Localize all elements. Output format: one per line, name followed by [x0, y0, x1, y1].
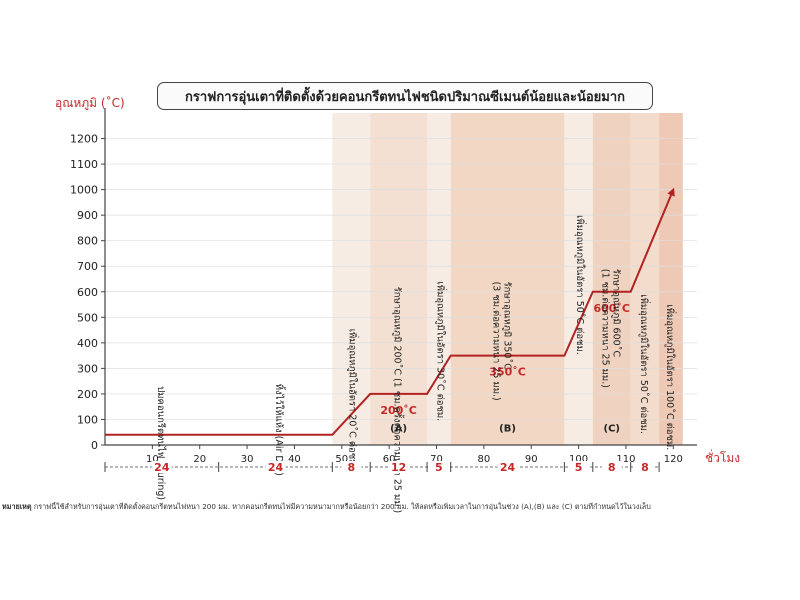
stage-annotation-text: รักษาอุณหภูมิ 350˚C — [501, 282, 512, 371]
y-tick-label: 400 — [77, 337, 98, 350]
stage-annotation-text: ทิ้งไว้ให้แห้ง (Air Dry) — [273, 384, 286, 476]
footnote-text: กราฟนี้ใช้สำหรับการอุ่นเตาที่ติดตั้งคอนก… — [31, 502, 651, 511]
y-tick-label: 1200 — [70, 133, 98, 146]
duration-label: 24 — [154, 461, 170, 474]
x-tick-label: 80 — [478, 454, 491, 465]
y-tick-label: 0 — [91, 439, 98, 452]
y-tick-label: 300 — [77, 362, 98, 375]
y-tick-label: 1000 — [70, 184, 98, 197]
duration-label: 8 — [347, 461, 355, 474]
duration-label: 5 — [575, 461, 583, 474]
stage-annotation: ปมคอนกรีตทนไฟ (Curing) — [155, 386, 167, 500]
y-tick-label: 200 — [77, 388, 98, 401]
duration-label-bg — [601, 461, 622, 473]
duration-label: 12 — [391, 461, 406, 474]
footnote: หมายเหตุ กราฟนี้ใช้สำหรับการอุ่นเตาที่ติ… — [2, 502, 798, 513]
x-tick-label: 20 — [193, 454, 206, 465]
y-tick-label: 100 — [77, 413, 98, 426]
stage-annotation-text: เพิ่มอุณหภูมิในอัตรา 100˚C ต่อชม. — [664, 305, 677, 451]
phase-band — [370, 113, 428, 445]
hold-temperature-label: 350˚C — [489, 366, 526, 379]
stage-annotation-text: รักษาอุณหภูมิ 200˚C (1 ชม.ครั้งต่อความหน… — [392, 287, 405, 514]
section-label: (C) — [604, 423, 620, 434]
duration-label: 8 — [608, 461, 616, 474]
hold-temperature-label: 200˚C — [380, 404, 417, 417]
stage-annotation: รักษาอุณหภูมิ 600˚C(1 ชม.ต่อความหนา 25 ม… — [599, 269, 621, 388]
chart-title: กราฟการอุ่นเตาที่ติดตั้งด้วยคอนกรีตทนไฟช… — [157, 82, 653, 110]
duration-label: 5 — [435, 461, 443, 474]
section-label: (B) — [499, 423, 516, 434]
footnote-prefix: หมายเหตุ — [2, 502, 32, 511]
duration-label-bg — [388, 461, 409, 473]
stage-annotation-text: (1 ชม.ต่อความหนา 25 มม.) — [599, 269, 610, 388]
duration-label-bg — [429, 461, 449, 473]
stage-annotation: เพิ่มอุณหภูมิในอัตรา 30˚C ต่อชม. — [434, 282, 447, 422]
x-tick-label: 40 — [288, 454, 301, 465]
stage-annotation: ทิ้งไว้ให้แห้ง (Air Dry) — [273, 384, 286, 476]
stage-annotation-text: (3 ชม.ต่อความหนา 25 มม.) — [490, 282, 501, 401]
x-tick-label: 120 — [664, 454, 683, 465]
stage-annotation-text: รักษาอุณหภูมิ 600˚C — [610, 269, 621, 358]
stage-annotation: เพิ่มอุณหภูมิในอัตรา 50˚C ต่อชม. — [574, 215, 587, 355]
stage-annotation-text: ปมคอนกรีตทนไฟ (Curing) — [155, 386, 167, 500]
x-tick-label: 110 — [616, 454, 635, 465]
temperature-line — [105, 187, 675, 436]
stage-annotation-text: เพิ่มอุณหภูมิในอัตรา 50˚C ต่อชม. — [638, 294, 651, 434]
y-tick-label: 700 — [77, 260, 98, 273]
stage-annotation-text: เพิ่มอุณหภูมิในอัตรา 20˚C ต่อชม. — [347, 329, 360, 469]
x-tick-label: 50 — [335, 454, 348, 465]
stage-annotation-text: เพิ่มอุณหภูมิในอัตรา 30˚C ต่อชม. — [434, 282, 447, 422]
x-tick-label: 60 — [383, 454, 396, 465]
x-tick-label: 90 — [525, 454, 538, 465]
stage-annotation: เพิ่มอุณหภูมิในอัตรา 50˚C ต่อชม. — [638, 294, 651, 434]
phase-band — [332, 113, 371, 445]
stage-annotation-text: เพิ่มอุณหภูมิในอัตรา 50˚C ต่อชม. — [574, 215, 587, 355]
duration-label-bg — [341, 461, 362, 473]
y-tick-label: 800 — [77, 235, 98, 248]
y-tick-label: 900 — [77, 209, 98, 222]
x-axis-label: ชั่วโมง — [705, 449, 740, 465]
duration-label-bg — [497, 461, 518, 473]
phase-band — [659, 113, 683, 445]
duration-label-bg — [568, 461, 589, 473]
phase-band — [427, 113, 451, 445]
duration-label-bg — [151, 461, 172, 473]
phase-band — [592, 113, 631, 445]
y-tick-label: 1100 — [70, 158, 98, 171]
y-tick-label: 600 — [77, 286, 98, 299]
duration-label-bg — [634, 461, 655, 473]
x-tick-label: 70 — [430, 454, 443, 465]
section-label: (A) — [390, 423, 407, 434]
duration-label: 8 — [641, 461, 649, 474]
x-tick-label: 10 — [146, 454, 159, 465]
stage-annotation: เพิ่มอุณหภูมิในอัตรา 20˚C ต่อชม. — [347, 329, 360, 469]
duration-label-bg — [265, 461, 286, 473]
stage-annotation: รักษาอุณหภูมิ 200˚C (1 ชม.ครั้งต่อความหน… — [392, 287, 405, 514]
x-tick-label: 100 — [569, 454, 588, 465]
x-tick-label: 30 — [241, 454, 254, 465]
duration-label: 24 — [268, 461, 284, 474]
y-axis-label: อุณหภูมิ (˚C) — [55, 95, 125, 111]
phase-band — [564, 113, 593, 445]
phase-band — [450, 113, 565, 445]
stage-annotation: เพิ่มอุณหภูมิในอัตรา 100˚C ต่อชม. — [664, 305, 677, 451]
hold-temperature-label: 600˚C — [593, 302, 630, 315]
stage-annotation: รักษาอุณหภูมิ 350˚C(3 ชม.ต่อความหนา 25 ม… — [490, 282, 512, 401]
duration-label: 24 — [500, 461, 516, 474]
y-tick-label: 500 — [77, 311, 98, 324]
